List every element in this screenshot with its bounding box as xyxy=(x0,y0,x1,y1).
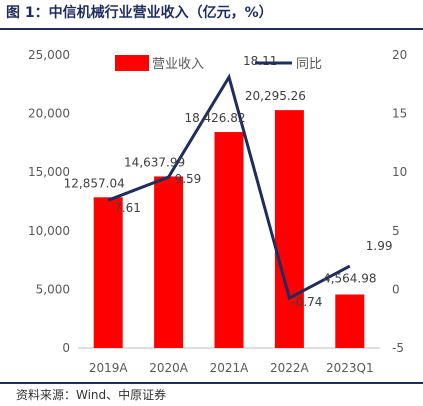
left-axis-tick-label: 0 xyxy=(62,341,70,355)
chart: 0 5,000 10,000 15,000 20,000 25,000 -5 0 5 10 15 20… xyxy=(28,48,407,375)
right-axis-tick-label: 5 xyxy=(392,224,400,238)
axes: 0 5,000 10,000 15,000 20,000 25,000 -5 0 5 10 15 20… xyxy=(28,48,407,375)
left-axis-tick-label: 25,000 xyxy=(28,48,70,62)
title-rule xyxy=(0,28,423,30)
revenue-bar xyxy=(154,176,184,348)
right-axis-tick-label: 10 xyxy=(392,165,407,179)
left-axis-tick-label: 15,000 xyxy=(28,165,70,179)
yoy-value-label: 18.11 xyxy=(243,54,277,68)
x-axis-tick-label: 2021A xyxy=(210,361,250,375)
right-axis-tick-label: 0 xyxy=(392,282,400,296)
x-axis-tick-label: 2020A xyxy=(149,361,189,375)
x-axis-tick-label: 2019A xyxy=(89,361,129,375)
revenue-value-label: 4,564.98 xyxy=(323,271,376,285)
line-series xyxy=(107,73,351,301)
right-axis-tick-label: 20 xyxy=(392,48,407,62)
revenue-value-label: 12,857.04 xyxy=(64,176,125,190)
legend-revenue-swatch xyxy=(115,55,149,71)
revenue-value-label: 18,426.82 xyxy=(184,111,245,125)
x-axis-tick-label: 2023Q1 xyxy=(326,361,374,375)
bar-series xyxy=(93,110,365,348)
left-axis-tick-label: 20,000 xyxy=(28,107,70,121)
revenue-bar xyxy=(335,294,365,348)
source-rule xyxy=(0,382,423,384)
yoy-value-label: 1.99 xyxy=(366,239,393,253)
yoy-value-label: 7.61 xyxy=(114,201,141,215)
right-axis-tick-label: 15 xyxy=(392,107,407,121)
left-axis-tick-label: 10,000 xyxy=(28,224,70,238)
right-axis-tick-label: -5 xyxy=(392,341,404,355)
legend-yoy-label: 同比 xyxy=(296,57,322,72)
yoy-value-label: -0.74 xyxy=(291,295,322,309)
legend-revenue-label: 营业收入 xyxy=(152,57,204,72)
x-axis-tick-label: 2022A xyxy=(270,361,310,375)
revenue-bar xyxy=(93,197,123,348)
legend: 营业收入 同比 xyxy=(115,55,322,72)
yoy-value-label: 9.59 xyxy=(175,172,202,186)
revenue-value-label: 14,637.99 xyxy=(124,155,185,169)
revenue-bar xyxy=(214,132,244,348)
yoy-line xyxy=(107,73,351,301)
figure-title: 图 1：中信机械行业营业收入（亿元，%） xyxy=(6,5,273,21)
revenue-bar xyxy=(274,110,304,348)
source-note: 资料来源：Wind、中原证券 xyxy=(16,388,167,402)
left-axis-tick-label: 5,000 xyxy=(36,282,70,296)
revenue-value-label: 20,295.26 xyxy=(245,89,306,103)
